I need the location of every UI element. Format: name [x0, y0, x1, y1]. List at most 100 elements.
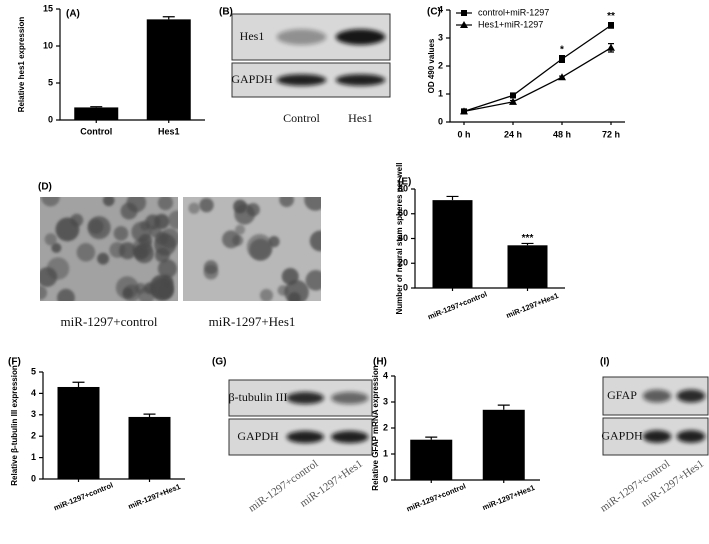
y-tick-label: 0: [48, 114, 53, 124]
blot-band: [335, 29, 386, 45]
error-bar: [425, 436, 438, 440]
sphere: [76, 242, 96, 262]
y-tick-label: 10: [43, 40, 53, 50]
y-tick-label: 5: [31, 366, 36, 376]
x-tick-label: miR-1297+Hes1: [127, 482, 182, 511]
micrograph-caption: miR-1297+Hes1: [209, 314, 296, 329]
y-tick-label: 0: [383, 474, 388, 484]
series-line: [463, 47, 612, 112]
y-axis-label: Number of neural stem spheres per well: [395, 162, 404, 314]
y-tick-label: 0: [438, 116, 443, 126]
y-tick-label: 20: [398, 258, 408, 268]
x-tick-label: Control: [80, 126, 112, 136]
y-tick-label: 4: [438, 4, 443, 14]
y-tick-label: 60: [398, 208, 408, 218]
sphere: [155, 231, 169, 246]
sphere: [279, 197, 295, 208]
sphere: [259, 288, 274, 301]
y-tick-label: 5: [48, 77, 53, 87]
blot-band: [642, 430, 672, 443]
y-tick-label: 2: [438, 60, 443, 70]
y-axis-label: Relative hes1 expression: [17, 17, 26, 113]
panel-label: (E): [398, 177, 411, 188]
x-tick-label: miR-1297+Hes1: [505, 291, 560, 320]
sphere: [55, 217, 80, 242]
blot-row-label: GAPDH: [601, 428, 643, 442]
sphere: [199, 197, 214, 213]
sphere: [305, 270, 321, 291]
sphere: [102, 197, 115, 207]
sphere: [288, 292, 301, 301]
y-tick-label: 15: [43, 3, 53, 13]
sphere: [246, 234, 273, 260]
sphere: [46, 257, 70, 280]
blot-row-label: GAPDH: [237, 429, 279, 443]
bar: [57, 386, 100, 479]
marker: [510, 92, 516, 99]
micrograph: [183, 197, 321, 301]
micrograph-caption: miR-1297+control: [61, 314, 158, 329]
error-bar: [72, 381, 85, 387]
x-tick-label: 24 h: [504, 129, 522, 139]
sphere: [120, 202, 138, 220]
spheres: [40, 197, 178, 301]
y-tick-label: 4: [31, 388, 36, 398]
y-tick-label: 2: [31, 431, 36, 441]
spheres: [188, 197, 321, 301]
y-axis-label: Relative GFAP mRNA expression: [371, 365, 380, 490]
marker: [461, 10, 467, 16]
sphere: [113, 226, 129, 241]
bar: [507, 245, 548, 288]
sphere: [149, 274, 174, 299]
blot-row-label: GAPDH: [231, 72, 273, 86]
marker: [558, 73, 566, 81]
marker: [460, 21, 468, 28]
y-tick-label: 80: [398, 183, 408, 193]
panel-label: (B): [219, 7, 233, 18]
blot-band: [331, 391, 369, 405]
y-axis-label: OD 490 values: [427, 38, 436, 93]
error-bar: [90, 106, 103, 108]
bar: [128, 416, 171, 479]
marker: [607, 43, 615, 51]
y-tick-label: 3: [438, 32, 443, 42]
x-tick-label: 72 h: [602, 129, 620, 139]
legend-label: Hes1+miR-1297: [478, 19, 543, 29]
sphere: [233, 199, 247, 214]
blot-lane-label: Control: [283, 111, 320, 125]
sphere: [138, 286, 155, 301]
sphere: [188, 202, 200, 214]
sphere: [119, 242, 137, 260]
sphere: [222, 230, 241, 249]
sphere: [41, 197, 60, 207]
sphere: [115, 276, 139, 300]
bar: [432, 200, 473, 288]
sphere: [203, 260, 218, 275]
sphere: [154, 247, 170, 263]
panel-label: (H): [373, 357, 387, 368]
bar: [410, 439, 453, 480]
sphere: [281, 267, 299, 285]
y-tick-label: 1: [31, 452, 36, 462]
y-tick-label: 0: [31, 473, 36, 483]
series-line: [463, 24, 612, 112]
x-tick-label: miR-1297+control: [405, 482, 467, 514]
significance: *: [560, 44, 564, 55]
marker: [460, 107, 468, 115]
significance: ***: [522, 233, 534, 244]
error-bar: [521, 242, 534, 246]
sphere: [97, 252, 110, 265]
blot-band: [331, 430, 369, 444]
bar: [146, 19, 191, 120]
bar: [482, 409, 525, 480]
blot-band: [286, 430, 324, 444]
panel-label: (A): [66, 9, 80, 20]
y-tick-label: 3: [31, 409, 36, 419]
marker: [608, 22, 614, 29]
blot-band: [335, 74, 386, 86]
sphere: [246, 203, 260, 217]
x-tick-label: Hes1: [158, 126, 180, 136]
panel-label: (D): [38, 182, 52, 193]
x-tick-label: miR-1297+control: [426, 290, 488, 322]
